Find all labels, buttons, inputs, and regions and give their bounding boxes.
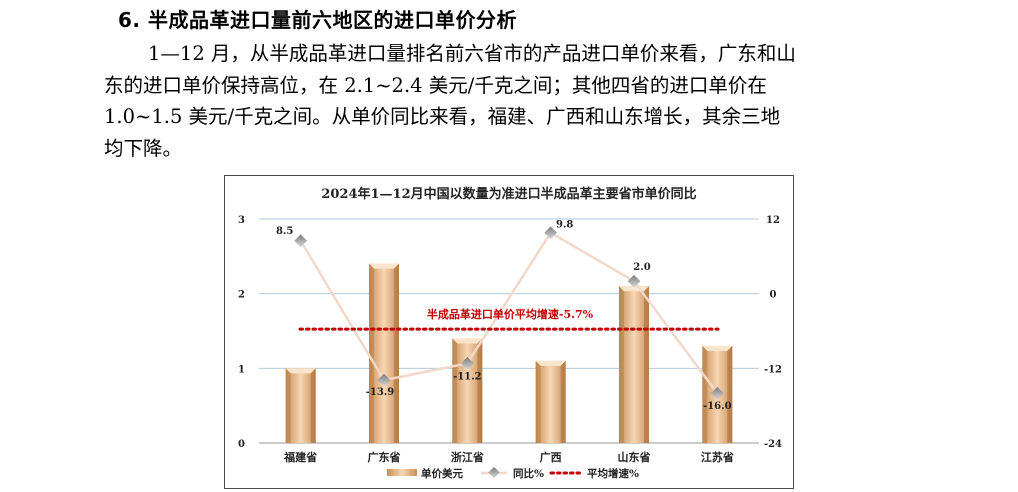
yoy-marker <box>294 234 308 248</box>
yoy-data-label: 2.0 <box>633 262 650 273</box>
bar-top-bevel <box>452 338 483 344</box>
right-tick-label: -12 <box>764 364 782 375</box>
category-label: 广西 <box>540 450 562 464</box>
left-axis: 0 1 2 3 <box>238 215 245 450</box>
bar-right-bevel <box>394 263 399 443</box>
bar <box>619 286 649 443</box>
section-heading: 6. 半成品革进口量前六地区的进口单价分析 <box>118 8 517 32</box>
bar-right-bevel <box>727 345 733 443</box>
right-tick-label: 12 <box>766 215 780 226</box>
analysis-paragraph: 1—12 月，从半成品革进口量排名前六省市的产品进口单价来看，广东和山 东的进口… <box>104 38 924 164</box>
legend-bar-swatch <box>387 469 417 476</box>
bar-left-bevel <box>285 368 291 443</box>
bar-right-bevel <box>310 368 316 443</box>
bar <box>369 263 399 443</box>
left-tick-label: 3 <box>238 215 245 226</box>
yoy-data-label: -11.2 <box>453 371 482 382</box>
left-tick-label: 0 <box>238 439 245 450</box>
legend-label: 平均增速% <box>587 467 639 480</box>
bar-right-bevel <box>644 286 649 443</box>
legend-label: 单价美元 <box>421 467 463 480</box>
bar-left-bevel <box>619 286 624 443</box>
left-tick-label: 1 <box>238 364 245 375</box>
bar-left-bevel <box>369 263 374 443</box>
paragraph-line: 均下降。 <box>104 136 183 160</box>
legend-marker-swatch <box>488 466 500 479</box>
paragraph-line: 东的进口单价保持高位，在 2.1~2.4 美元/千克之间；其他四省的进口单价在 <box>104 73 767 97</box>
left-tick-label: 2 <box>238 290 245 301</box>
bar <box>452 338 483 443</box>
legend-label: 同比% <box>513 467 544 480</box>
yoy-data-label: 8.5 <box>276 226 293 237</box>
bar-right-bevel <box>477 338 483 443</box>
bar <box>702 345 733 443</box>
category-label: 福建省 <box>283 450 317 464</box>
yoy-marker <box>460 356 474 370</box>
yoy-line <box>299 231 719 394</box>
yoy-marker <box>544 226 558 240</box>
chart-title: 2024年1—12月中国以数量为准进口半成品革主要省市单价同比 <box>321 186 696 202</box>
yoy-data-label: -16.0 <box>703 401 732 412</box>
bar-series <box>285 263 733 443</box>
category-label: 广东省 <box>368 450 401 464</box>
right-tick-label: 0 <box>770 290 777 301</box>
bar-top-bevel <box>535 360 566 366</box>
yoy-marker <box>377 373 391 387</box>
paragraph-line: 1—12 月，从半成品革进口量排名前六省市的产品进口单价来看，广东和山 <box>148 42 796 65</box>
bar <box>285 368 316 443</box>
bar-right-bevel <box>560 360 566 443</box>
bar-left-bevel <box>452 338 458 443</box>
category-axis: 福建省 广东省 浙江省 广西 山东省 江苏省 <box>283 450 734 464</box>
right-tick-label: -24 <box>764 439 782 450</box>
category-label: 江苏省 <box>701 450 734 464</box>
paragraph-line: 1.0~1.5 美元/千克之间。从单价同比来看，福建、广西和山东增长，其余三地 <box>104 105 781 128</box>
yoy-data-label: 9.8 <box>556 220 573 231</box>
category-label: 浙江省 <box>451 450 484 464</box>
bar-top-bevel <box>369 263 399 269</box>
right-axis: -24 -12 0 12 <box>764 215 782 450</box>
average-annotation: 半成品革进口单价平均增速-5.7% <box>427 307 594 321</box>
bar-top-bevel <box>702 345 733 351</box>
bar-top-bevel <box>285 368 316 374</box>
bar-left-bevel <box>535 360 541 443</box>
gridlines <box>259 218 759 444</box>
bar <box>535 360 566 443</box>
category-label: 山东省 <box>618 450 651 464</box>
yoy-data-label: -13.9 <box>366 387 395 398</box>
yoy-marker <box>710 386 724 400</box>
legend: 单价美元 同比% 平均增速% <box>387 466 639 480</box>
bar-left-bevel <box>702 345 708 443</box>
